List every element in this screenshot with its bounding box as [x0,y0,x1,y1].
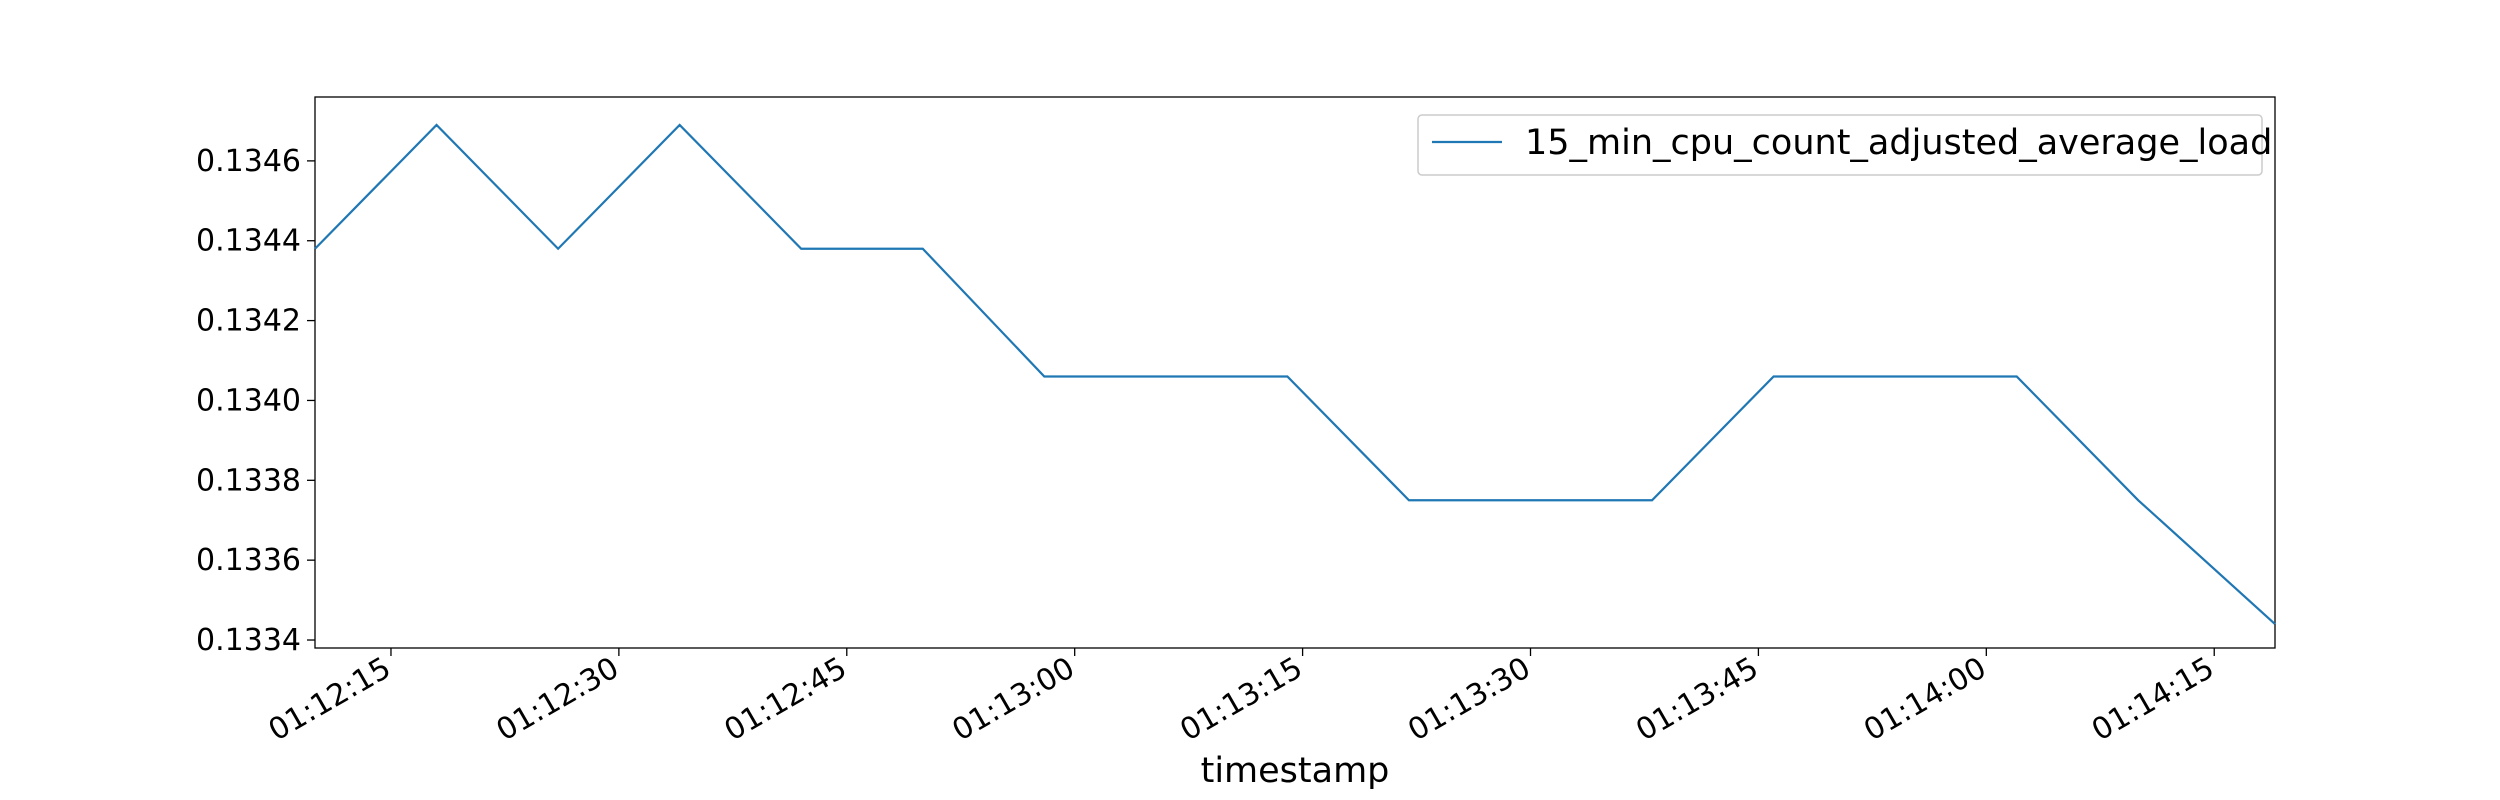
x-axis: 01:12:15 01:12:30 01:12:45 01:13:00 01:13:15… [263,648,2220,748]
legend: 15_min_cpu_count_adjusted_average_load [1417,114,2272,176]
series-line-0 [314,123,2276,625]
x-tick-label: 01:13:00 [946,651,1080,749]
x-tick-label: 01:13:15 [1174,651,1308,749]
y-tick-label: 0.1340 [196,383,301,418]
x-tick-label: 01:14:00 [1858,651,1992,749]
x-tick-label: 01:12:30 [491,651,625,749]
x-tick-label: 01:13:45 [1630,651,1764,749]
x-axis-title: timestamp [1201,751,1390,791]
plot-area [314,96,2276,649]
y-tick-label: 0.1342 [196,304,301,339]
y-axis: 0.1334 0.1336 0.1338 0.1340 0.1342 0.1344 0.13… [196,144,315,658]
x-tick-label: 01:14:15 [2086,651,2220,749]
plot-frame [314,96,2276,649]
x-tick-label: 01:12:45 [719,651,853,749]
y-tick-label: 0.1344 [196,224,301,259]
y-tick-label: 0.1336 [196,543,301,578]
legend-label: 15_min_cpu_count_adjusted_average_load [1525,123,2272,163]
x-tick-label: 01:13:30 [1402,651,1536,749]
y-tick-label: 0.1346 [196,144,301,179]
x-tick-label: 01:12:15 [263,651,397,749]
series-layer [314,123,2276,625]
legend-box [1417,114,2263,176]
y-tick-label: 0.1338 [196,463,301,498]
y-tick-label: 0.1334 [196,623,301,658]
